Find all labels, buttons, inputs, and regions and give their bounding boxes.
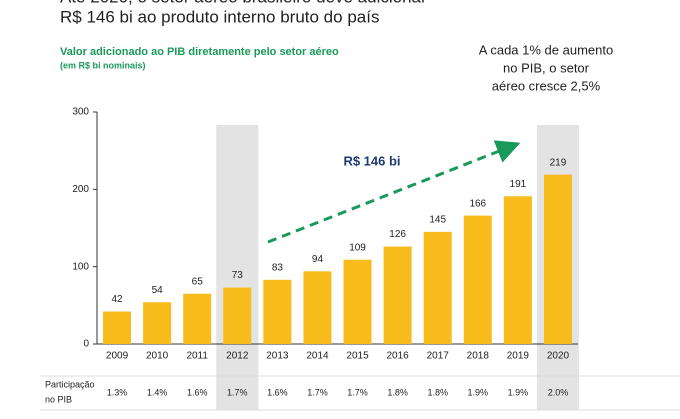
value-label: 94: [312, 254, 324, 265]
value-label: 126: [389, 229, 406, 240]
highlight-band: [216, 125, 259, 410]
bar: [303, 271, 332, 344]
bar: [503, 196, 532, 344]
bar: [543, 174, 572, 344]
participation-value: 1.7%: [307, 387, 328, 397]
bar: [343, 259, 372, 344]
trend-arrow: [267, 140, 521, 244]
participation-value: 1.4%: [147, 387, 168, 397]
unit-note: (em R$ bi nominais): [60, 60, 146, 70]
value-label: 109: [349, 242, 366, 253]
side-note: A cada 1% de aumento: [479, 42, 613, 57]
participation-value: 1.6%: [267, 387, 288, 397]
participation-value: 1.9%: [508, 387, 529, 397]
value-label: 54: [152, 285, 164, 296]
participation-value: 1.6%: [187, 387, 208, 397]
bar: [463, 215, 492, 344]
value-label: 42: [111, 294, 123, 305]
bar: [103, 311, 132, 344]
participation-value: 1.3%: [107, 387, 128, 397]
value-label: 83: [272, 262, 284, 273]
side-note: aéreo cresce 2,5%: [492, 78, 601, 93]
x-tick-label: 2012: [226, 351, 249, 362]
row-label: no PIB: [45, 394, 72, 404]
value-label: 191: [510, 179, 527, 190]
chart-title: Até 2020, o setor aéreo brasileiro deve …: [60, 0, 427, 6]
participation-value: 1.7%: [227, 387, 248, 397]
value-label: 65: [192, 276, 204, 287]
chart-subtitle: Valor adicionado ao PIB diretamente pelo…: [60, 46, 339, 58]
value-label: 145: [429, 215, 446, 226]
x-tick-label: 2016: [387, 351, 410, 362]
bar: [383, 246, 412, 344]
x-tick-label: 2013: [266, 351, 289, 362]
y-tick-label: 200: [72, 184, 89, 195]
y-tick-label: 0: [83, 339, 89, 350]
y-tick-label: 300: [72, 107, 89, 118]
value-label: 166: [469, 198, 486, 209]
participation-value: 1.8%: [387, 387, 408, 397]
bar: [263, 279, 292, 344]
bar: [423, 231, 452, 344]
chart-title: R$ 146 bi ao produto interno bruto do pa…: [60, 7, 379, 26]
annotation: R$ 146 bi: [343, 153, 400, 168]
bar: [143, 302, 172, 344]
x-tick-label: 2014: [306, 351, 329, 362]
x-tick-label: 2015: [346, 351, 369, 362]
value-label: 73: [232, 270, 244, 281]
row-label: Participação: [45, 379, 95, 389]
x-tick-label: 2020: [547, 351, 570, 362]
participation-value: 1.8%: [427, 387, 448, 397]
x-tick-label: 2019: [507, 351, 530, 362]
participation-value: 1.9%: [468, 387, 489, 397]
bar: [183, 293, 212, 344]
x-tick-label: 2010: [146, 351, 169, 362]
x-tick-label: 2009: [106, 351, 129, 362]
x-tick-label: 2011: [186, 351, 208, 362]
value-label: 219: [550, 157, 567, 168]
x-tick-label: 2018: [467, 351, 490, 362]
y-tick-label: 100: [72, 261, 89, 272]
participation-value: 1.7%: [347, 387, 368, 397]
participation-value: 2.0%: [548, 387, 569, 397]
side-note: no PIB, o setor: [503, 60, 590, 75]
x-tick-label: 2017: [427, 351, 450, 362]
bar: [223, 287, 252, 344]
